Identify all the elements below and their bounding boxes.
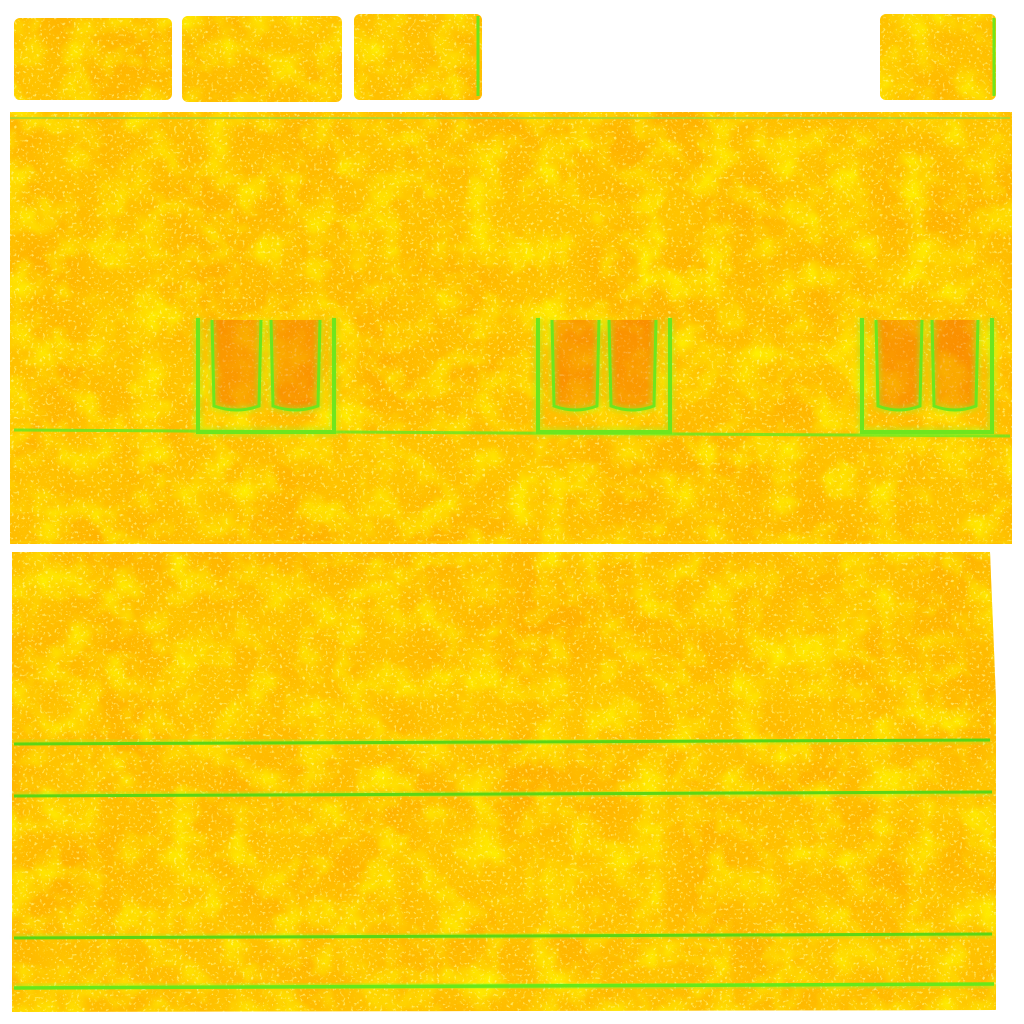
seam-line-2 (13, 788, 993, 800)
slot-group-3-pocket-1 (872, 319, 926, 414)
slot-group-2-pocket-1 (548, 319, 603, 414)
seam-line-3 (13, 930, 993, 942)
slot-group-3-pocket-2 (928, 319, 982, 414)
slot-group-1 (193, 318, 339, 437)
slot-group-1-pocket-2 (267, 319, 324, 414)
slot-group-2 (533, 318, 675, 437)
slot-groups (193, 318, 997, 437)
seam-line-1 (13, 736, 991, 748)
slot-group-3 (857, 318, 997, 437)
seam-line-4 (13, 980, 995, 992)
upper-band (10, 117, 1012, 543)
lower-band (13, 736, 995, 992)
slot-group-1-pocket-1 (208, 319, 265, 414)
slot-group-2-pocket-2 (605, 319, 660, 414)
top-tabs (476, 16, 996, 96)
upper-band-mid-seam (13, 428, 1011, 438)
